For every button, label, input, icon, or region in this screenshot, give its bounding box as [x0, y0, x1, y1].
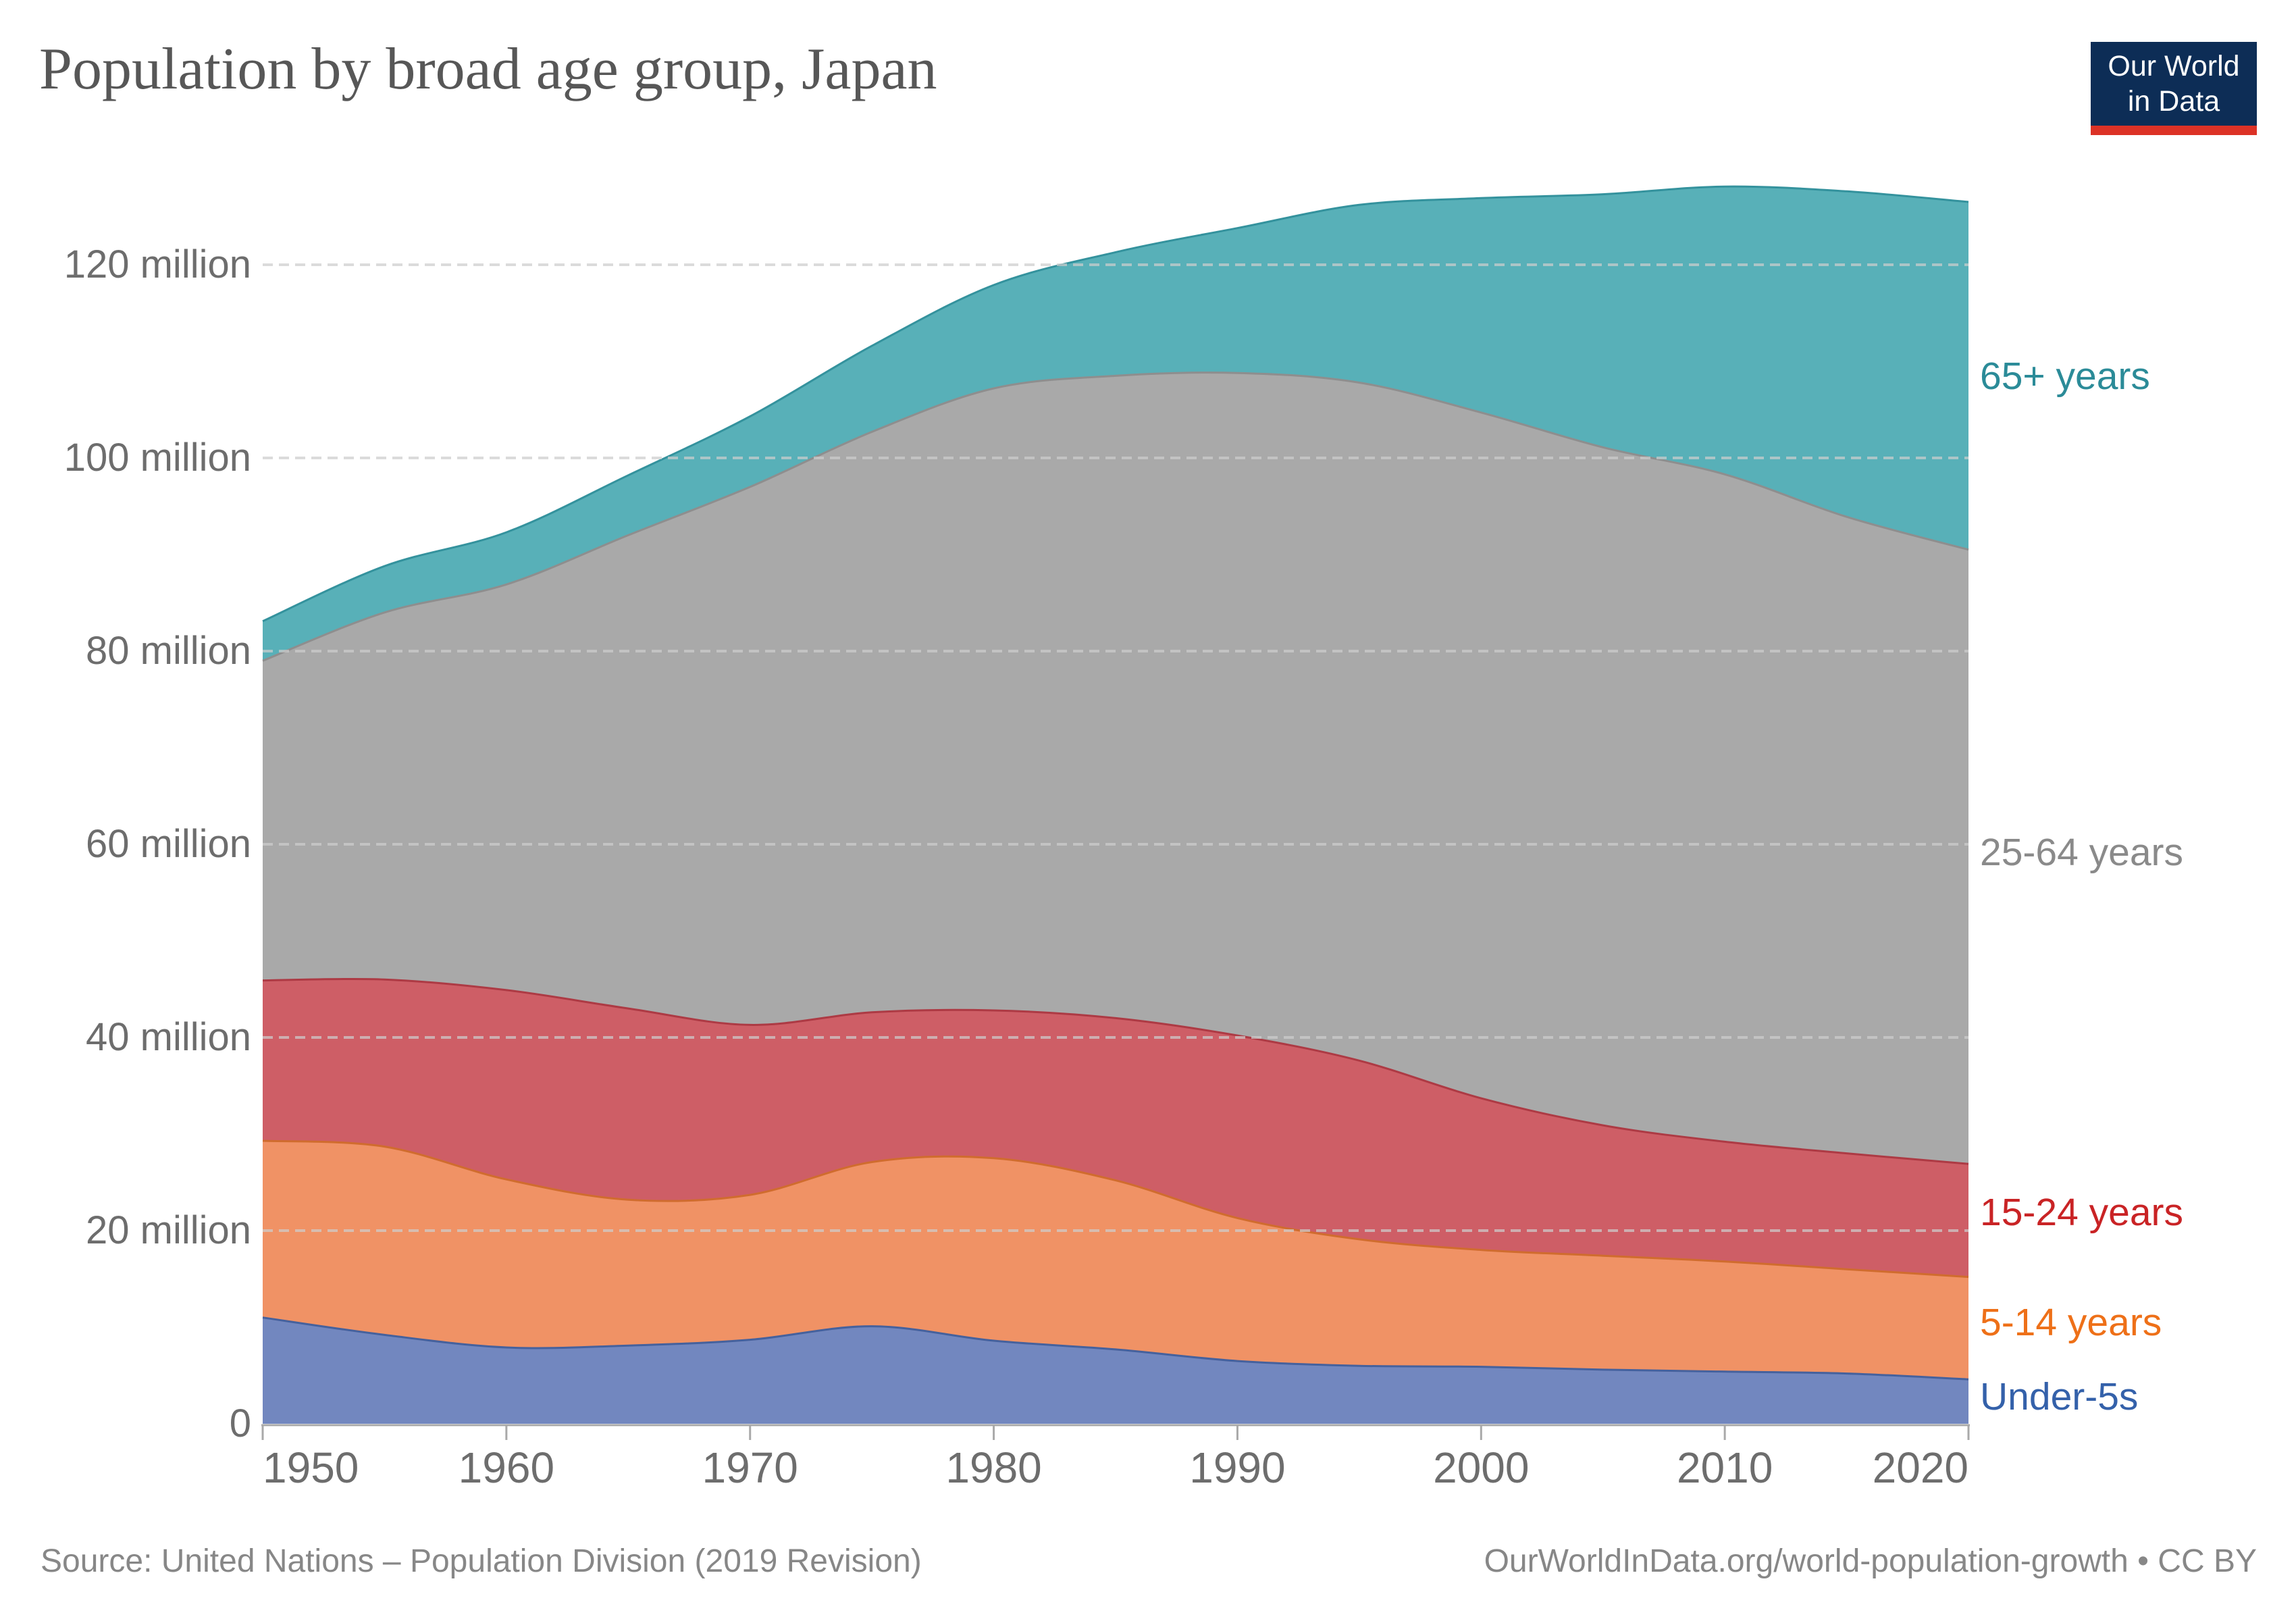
area-25-64-years[interactable] — [263, 372, 1968, 1164]
y-axis-label-60: 60 million — [86, 822, 251, 866]
x-axis-label-2000: 2000 — [1433, 1443, 1530, 1492]
owid-logo-line2: in Data — [2127, 85, 2220, 118]
series-label-15-24-years: 15-24 years — [1980, 1191, 2184, 1234]
footer-link[interactable]: OurWorldInData.org/world-population-grow… — [1484, 1543, 2257, 1579]
y-axis-label-0: 0 — [229, 1401, 251, 1445]
y-axis-label-80: 80 million — [86, 629, 251, 673]
series-label-25-64-years: 25-64 years — [1980, 831, 2184, 874]
boundary-line-65-years — [262, 185, 1969, 623]
boundary-line-25-64-years — [262, 371, 1969, 662]
area-65-years[interactable] — [263, 186, 1968, 661]
boundary-line-5-14-years — [262, 1139, 1969, 1279]
series-label-5-14-years: 5-14 years — [1980, 1301, 2162, 1344]
x-axis-label-1990: 1990 — [1189, 1443, 1286, 1492]
x-axis-label-1950: 1950 — [263, 1443, 359, 1492]
area-5-14-years[interactable] — [263, 1141, 1968, 1380]
owid-logo-line1: Our World — [2108, 50, 2240, 82]
area-15-24-years[interactable] — [263, 979, 1968, 1277]
footer-source: Source: United Nations – Population Divi… — [41, 1543, 922, 1579]
boundary-line-15-24-years — [262, 977, 1969, 1165]
page-title: Population by broad age group, Japan — [39, 36, 937, 102]
x-axis-label-1970: 1970 — [702, 1443, 798, 1492]
y-axis-label-100: 100 million — [63, 436, 251, 480]
boundary-line-under-5s — [262, 1316, 1969, 1381]
x-axis-label-1980: 1980 — [945, 1443, 1042, 1492]
x-axis-label-2010: 2010 — [1676, 1443, 1773, 1492]
x-axis-label-2020: 2020 — [1872, 1443, 1968, 1492]
y-axis-label-20: 20 million — [86, 1208, 251, 1252]
series-label-under-5s: Under-5s — [1980, 1375, 2139, 1418]
y-axis-label-40: 40 million — [86, 1015, 251, 1059]
owid-logo: Our World in Data — [2091, 42, 2257, 135]
y-axis-label-120: 120 million — [63, 242, 251, 286]
x-axis-label-1960: 1960 — [458, 1443, 555, 1492]
series-label-65-years: 65+ years — [1980, 355, 2150, 398]
